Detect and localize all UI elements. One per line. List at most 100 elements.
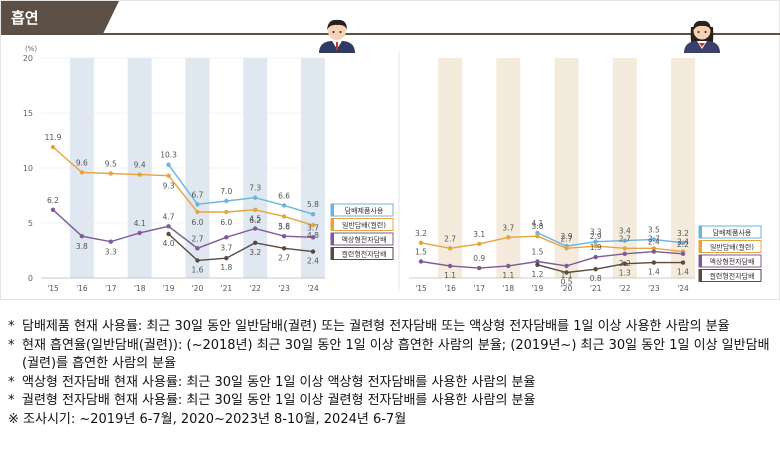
data-point-tobacco <box>311 212 315 216</box>
x-tick-label: '18 <box>503 284 515 293</box>
data-label-heated: 1.6 <box>191 265 203 274</box>
y-unit-label: (%) <box>25 45 37 53</box>
footnote-heated: * 궐련형 전자담배 현재 사용률: 최근 30일 동안 1일 이상 궐련형 전자… <box>8 392 778 411</box>
data-point-liquid <box>137 231 141 235</box>
footnote-liquid: * 액상형 전자담배 현재 사용률: 최근 30일 동안 1일 이상 액상형 전자… <box>8 374 778 393</box>
column-band <box>496 58 520 278</box>
footnote-mark: * <box>8 374 15 393</box>
data-label-cigarette: 6.0 <box>220 218 232 227</box>
x-tick-label: '23 <box>648 284 660 293</box>
data-point-liquid <box>623 252 627 256</box>
data-label-cigarette: 2.7 <box>619 234 631 243</box>
data-point-tobacco <box>282 203 286 207</box>
data-label-heated: 1.4 <box>677 268 689 277</box>
data-point-cigarette <box>448 246 452 250</box>
data-label-cigarette: 9.5 <box>105 160 117 169</box>
data-point-cigarette <box>282 214 286 218</box>
data-point-cigarette <box>51 145 55 149</box>
y-tick-label: 5 <box>28 219 33 228</box>
data-label-tobacco: 6.7 <box>191 190 203 199</box>
eye <box>705 31 707 33</box>
data-point-liquid <box>593 255 597 259</box>
footnote-tobacco: * 담배제품 현재 사용률: 최근 30일 동안 일반담배(궐련) 또는 궐련형 … <box>8 318 778 337</box>
x-tick-label: '17 <box>105 284 117 293</box>
data-label-liquid: 3.3 <box>105 248 117 257</box>
data-label-tobacco: 5.8 <box>307 200 319 209</box>
data-label-liquid: 3.8 <box>76 242 88 251</box>
data-point-cigarette <box>419 241 423 245</box>
legend-swatch-cigarette <box>331 219 334 231</box>
data-label-heated: 1.4 <box>648 268 660 277</box>
data-point-heated <box>564 270 568 274</box>
data-label-tobacco: 3.5 <box>648 226 660 235</box>
data-point-heated <box>652 260 656 264</box>
male-panel: 05101520(%)'15'16'17'18'19'20'21'22'23'2… <box>23 20 393 293</box>
y-tick-label: 10 <box>23 164 33 173</box>
data-label-cigarette: 9.4 <box>134 161 146 170</box>
data-label-heated: 0.5 <box>561 278 573 287</box>
data-point-heated <box>681 260 685 264</box>
data-point-cigarette <box>564 246 568 250</box>
legend-swatch-heated <box>331 248 334 260</box>
data-label-liquid: 2.4 <box>648 238 660 247</box>
x-tick-label: '22 <box>619 284 631 293</box>
legend-swatch-tobacco <box>331 204 334 216</box>
data-label-tobacco: 6.6 <box>278 191 290 200</box>
data-label-liquid: 4.7 <box>163 212 175 221</box>
x-tick-label: '22 <box>249 284 261 293</box>
data-label-heated: 1.2 <box>531 270 543 279</box>
footnote-mark: * <box>8 337 15 356</box>
data-label-tobacco: 7.0 <box>220 187 232 196</box>
data-label-liquid: 1.5 <box>531 248 543 257</box>
data-label-cigarette: 3.1 <box>473 230 485 239</box>
x-tick-label: '24 <box>307 284 319 293</box>
data-label-liquid: 6.2 <box>47 196 59 205</box>
data-point-liquid <box>51 208 55 212</box>
legend-swatch-liquid <box>331 233 334 245</box>
data-label-liquid: 4.5 <box>249 215 261 224</box>
eye <box>340 31 342 33</box>
data-label-cigarette: 2.7 <box>444 234 456 243</box>
data-point-tobacco <box>224 199 228 203</box>
data-point-heated <box>224 256 228 260</box>
data-label-liquid: 1.1 <box>502 271 514 280</box>
data-point-cigarette <box>623 246 627 250</box>
legend-swatch-liquid <box>699 255 702 267</box>
data-point-liquid <box>419 259 423 263</box>
x-tick-label: '16 <box>76 284 88 293</box>
legend-label-liquid: 액상형전자담배 <box>709 257 754 266</box>
data-label-liquid: 1.9 <box>590 243 602 252</box>
legend-swatch-cigarette <box>699 241 702 253</box>
data-label-heated: 2.4 <box>307 257 319 266</box>
x-tick-label: '19 <box>163 284 175 293</box>
data-point-liquid <box>506 264 510 268</box>
data-label-cigarette: 9.6 <box>76 158 88 167</box>
chart-frame: 흡연 0 5 10 15 20 (%) '15 '16 '17 '18 '19 '20 '21 '22 '2… <box>0 0 780 300</box>
data-label-liquid: 2.2 <box>677 240 689 249</box>
data-label-cigarette: 3.8 <box>531 222 543 231</box>
legend-label-tobacco: 담배제품사용 <box>713 228 752 237</box>
footnotes: * 담배제품 현재 사용률: 최근 30일 동안 일반담배(궐련) 또는 궐련형 … <box>8 318 778 429</box>
data-label-cigarette: 2.9 <box>590 232 602 241</box>
data-point-cigarette <box>477 242 481 246</box>
legend-swatch-heated <box>699 270 702 282</box>
eye <box>333 31 335 33</box>
x-tick-label: '24 <box>677 284 689 293</box>
x-tick-label: '18 <box>134 284 146 293</box>
footnote-mark: * <box>8 318 15 337</box>
x-tick-label: '15 <box>47 284 59 293</box>
data-label-liquid: 2.7 <box>191 234 203 243</box>
data-point-tobacco <box>195 202 199 206</box>
data-label-cigarette: 2.7 <box>561 234 573 243</box>
data-label-cigarette: 11.9 <box>45 133 62 142</box>
data-label-heated: 4.0 <box>163 239 175 248</box>
data-point-heated <box>253 241 257 245</box>
data-point-heated <box>535 263 539 267</box>
legend-label-cigarette: 일반담배(궐련) <box>710 243 754 252</box>
data-label-cigarette: 9.3 <box>163 182 175 191</box>
legend-swatch-tobacco <box>699 226 702 238</box>
data-label-liquid: 0.9 <box>473 254 485 263</box>
female-student-icon <box>684 21 720 53</box>
data-label-tobacco: 3.2 <box>677 229 689 238</box>
data-point-liquid <box>564 264 568 268</box>
